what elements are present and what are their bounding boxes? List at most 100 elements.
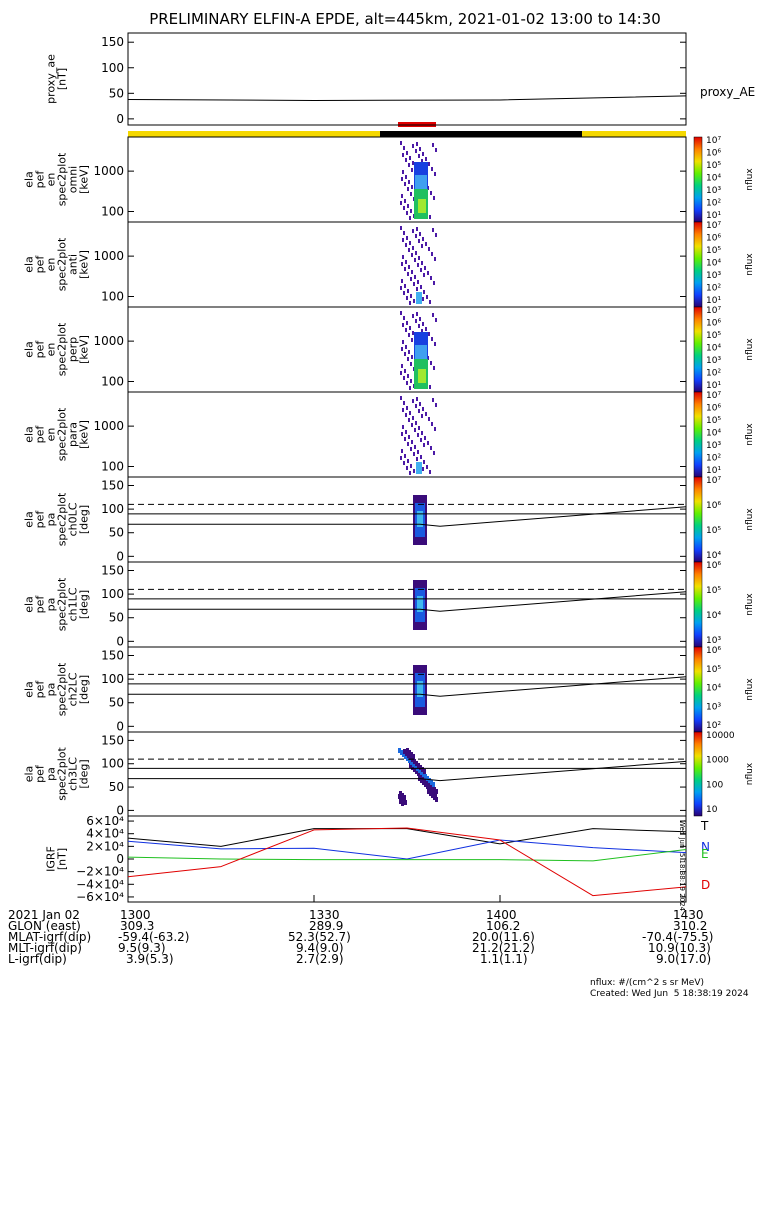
spec-pixel — [406, 211, 408, 215]
spec-pixel — [401, 432, 403, 436]
colorbar-unit: nflux — [745, 338, 755, 361]
spec-pixel — [426, 295, 428, 299]
spec-pixel — [430, 361, 432, 365]
spec-pixel — [409, 301, 411, 305]
spec-pixel — [411, 423, 413, 427]
spec-pixel — [425, 412, 427, 416]
spec-pixel — [414, 445, 416, 449]
spec-pixel — [410, 209, 412, 213]
spec-pixel — [419, 147, 421, 151]
spec-pixel — [403, 401, 405, 405]
spec-pixel — [410, 379, 412, 383]
colorbar-tick-label: 10² — [706, 721, 721, 731]
footer-label: GLON (east) — [8, 919, 81, 933]
spec-pixel — [432, 228, 434, 232]
y-tick-label: 100 — [101, 460, 124, 474]
colorbar-tick-label: 10¹ — [706, 211, 721, 221]
field-line — [128, 760, 687, 782]
spec-pixel — [402, 323, 404, 327]
y-tick-label: 150 — [101, 733, 124, 747]
spec-pixel — [414, 258, 416, 262]
spec-pixel — [405, 243, 407, 247]
spec-pixel — [422, 780, 425, 785]
spec-pixel — [405, 158, 407, 162]
spec-pixel — [422, 237, 424, 241]
panel-frame — [127, 32, 687, 126]
y-tick-label: 100 — [101, 672, 124, 686]
spec-pixel — [422, 297, 424, 301]
spec-pixel — [433, 366, 435, 370]
spec-pixel — [410, 277, 412, 281]
y-tick-label: 4×10⁴ — [86, 827, 124, 841]
spec-pixel — [419, 317, 421, 321]
colorbar — [693, 306, 703, 393]
spec-pixel — [433, 451, 435, 455]
spec-pixel — [430, 276, 432, 280]
spec-pixel — [425, 779, 428, 784]
spec-pixel — [430, 446, 432, 450]
spec-pixel — [421, 775, 424, 780]
footer-row: MLAT-igrf(dip) — [8, 931, 91, 943]
spec-pixel — [419, 232, 421, 236]
y-axis-label: [keV] — [78, 420, 91, 449]
y-tick-label: 0 — [116, 634, 124, 648]
spec-pixel — [421, 261, 423, 265]
band-black — [380, 131, 582, 137]
footer-value: 20.0(11.6) — [472, 930, 535, 944]
spec-pixel — [419, 773, 422, 778]
spec-pixel — [405, 345, 407, 349]
colorbars: 10⁷10⁶10⁵10⁴10³10²10¹nflux10⁷10⁶10⁵10⁴10… — [693, 136, 755, 817]
y-tick-label: 150 — [101, 649, 124, 663]
y-axis-label: en — [45, 343, 58, 357]
spec-pixel — [404, 454, 406, 458]
colorbar — [693, 136, 703, 223]
y-axis-label: en — [45, 258, 58, 272]
spec-pixel — [401, 279, 403, 283]
y-axis-label: [deg] — [78, 759, 91, 788]
spec-pixel — [423, 443, 425, 447]
footer-value: -70.4(-75.5) — [642, 930, 714, 944]
y-axis-label: pef — [34, 595, 47, 614]
colorbar-tick-label: 10³ — [706, 441, 721, 451]
spec-pixel — [403, 146, 405, 150]
colorbar-tick-label: 10⁵ — [706, 526, 721, 536]
spec-pixel — [409, 411, 411, 415]
spec-pixel — [433, 281, 435, 285]
spec-pixel — [403, 376, 405, 380]
spec-pixel — [407, 459, 409, 463]
y-tick-label: 50 — [109, 780, 124, 794]
spec-pixel — [398, 794, 401, 799]
y-axis-label: ela — [23, 511, 36, 528]
spec-pixel — [412, 144, 414, 148]
colorbar-tick-label: 10⁵ — [706, 416, 721, 426]
footer-value: 3.9(5.3) — [126, 952, 174, 966]
colorbar-tick-label: 10³ — [706, 356, 721, 366]
spec-pixel — [412, 416, 414, 420]
legend-igrf-D: D — [701, 878, 710, 892]
footer-value: 1400 — [486, 908, 517, 922]
y-axis-label: ch3LC — [67, 757, 80, 791]
colorbar — [693, 391, 703, 478]
colorbar — [693, 731, 703, 817]
spec-pixel — [418, 239, 420, 243]
spec-pixel — [412, 399, 414, 403]
spec-pixel — [417, 263, 419, 267]
spec-pixel — [415, 251, 417, 255]
spec-pixel — [405, 413, 407, 417]
y-tick-label: 0 — [116, 719, 124, 733]
spec-pixel — [418, 768, 421, 773]
colorbar-tick-label: 10⁵ — [706, 246, 721, 256]
y-axis-label: ela — [23, 426, 36, 443]
y-axis-label: spec2plot — [56, 407, 69, 461]
spec-pixel — [403, 206, 405, 210]
spec-pixel — [435, 797, 438, 802]
colorbar-tick-label: 10⁷ — [706, 221, 721, 231]
spec-pixel — [399, 791, 402, 796]
spec-pixel — [405, 751, 408, 756]
y-axis-label: pef — [34, 764, 47, 783]
y-axis-label: [deg] — [78, 675, 91, 704]
spec-pixel — [400, 141, 402, 145]
y-axis-label: pef — [34, 425, 47, 444]
spec-pixel — [402, 752, 405, 757]
spec-pixel — [418, 199, 426, 213]
